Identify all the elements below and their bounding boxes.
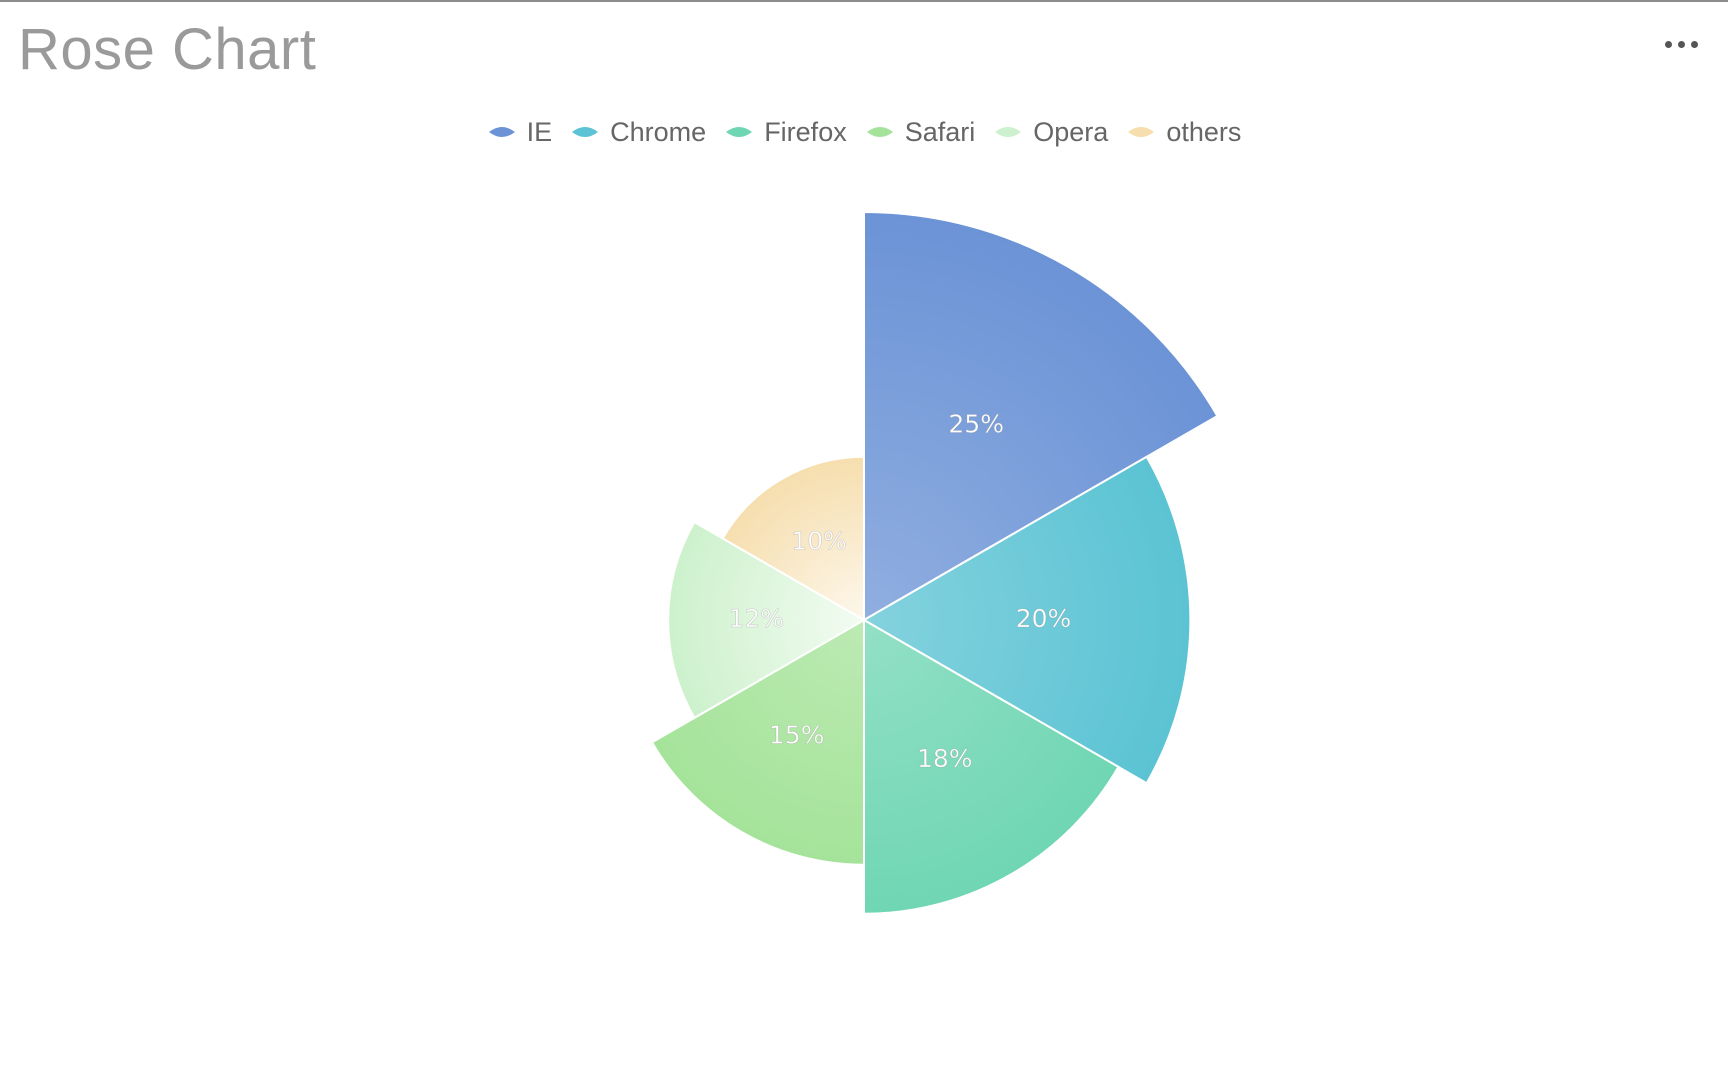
legend-item-safari[interactable]: Safari: [865, 116, 976, 148]
rose-slice-ie[interactable]: [863, 210, 1219, 622]
legend-item-chrome[interactable]: Chrome: [570, 117, 706, 148]
slice-value-label: 20%: [1016, 604, 1072, 633]
diamond-icon: [572, 127, 599, 137]
slice-value-label: 25%: [948, 410, 1004, 439]
legend-label: IE: [526, 116, 553, 147]
diamond-icon: [995, 127, 1022, 137]
slice-value-label: 12%: [729, 604, 785, 633]
diamond-icon: [866, 127, 893, 137]
rose-slice-firefox[interactable]: [863, 618, 1120, 915]
chart-legend: IE Chrome Firefox Safari Opera others: [0, 114, 1728, 150]
legend-label: Opera: [1033, 116, 1109, 147]
rose-slice-chrome[interactable]: [862, 455, 1192, 785]
chart-title: Rose Chart: [18, 17, 317, 82]
slice-value-label: 18%: [917, 744, 973, 773]
diamond-icon: [488, 127, 515, 137]
more-options-button[interactable]: [1658, 30, 1706, 60]
more-dots-icon: [1665, 41, 1672, 48]
legend-label: others: [1166, 116, 1242, 147]
legend-label: Firefox: [764, 116, 847, 147]
diamond-icon: [1128, 127, 1155, 137]
slice-value-label: 15%: [769, 721, 825, 750]
slice-value-label: 10%: [791, 526, 847, 555]
rose-slice-safari[interactable]: [650, 618, 865, 866]
legend-label: Safari: [904, 116, 976, 147]
diamond-icon: [726, 127, 753, 137]
rose-slice-opera[interactable]: [667, 520, 866, 720]
rose-slice-others[interactable]: [721, 455, 865, 622]
legend-item-ie[interactable]: IE: [487, 116, 553, 148]
legend-item-others[interactable]: others: [1126, 117, 1241, 148]
more-dots-icon: [1678, 41, 1685, 48]
legend-item-firefox[interactable]: Firefox: [724, 117, 847, 148]
legend-label: Chrome: [610, 116, 707, 147]
more-dots-icon: [1691, 41, 1698, 48]
legend-item-opera[interactable]: Opera: [993, 117, 1108, 148]
